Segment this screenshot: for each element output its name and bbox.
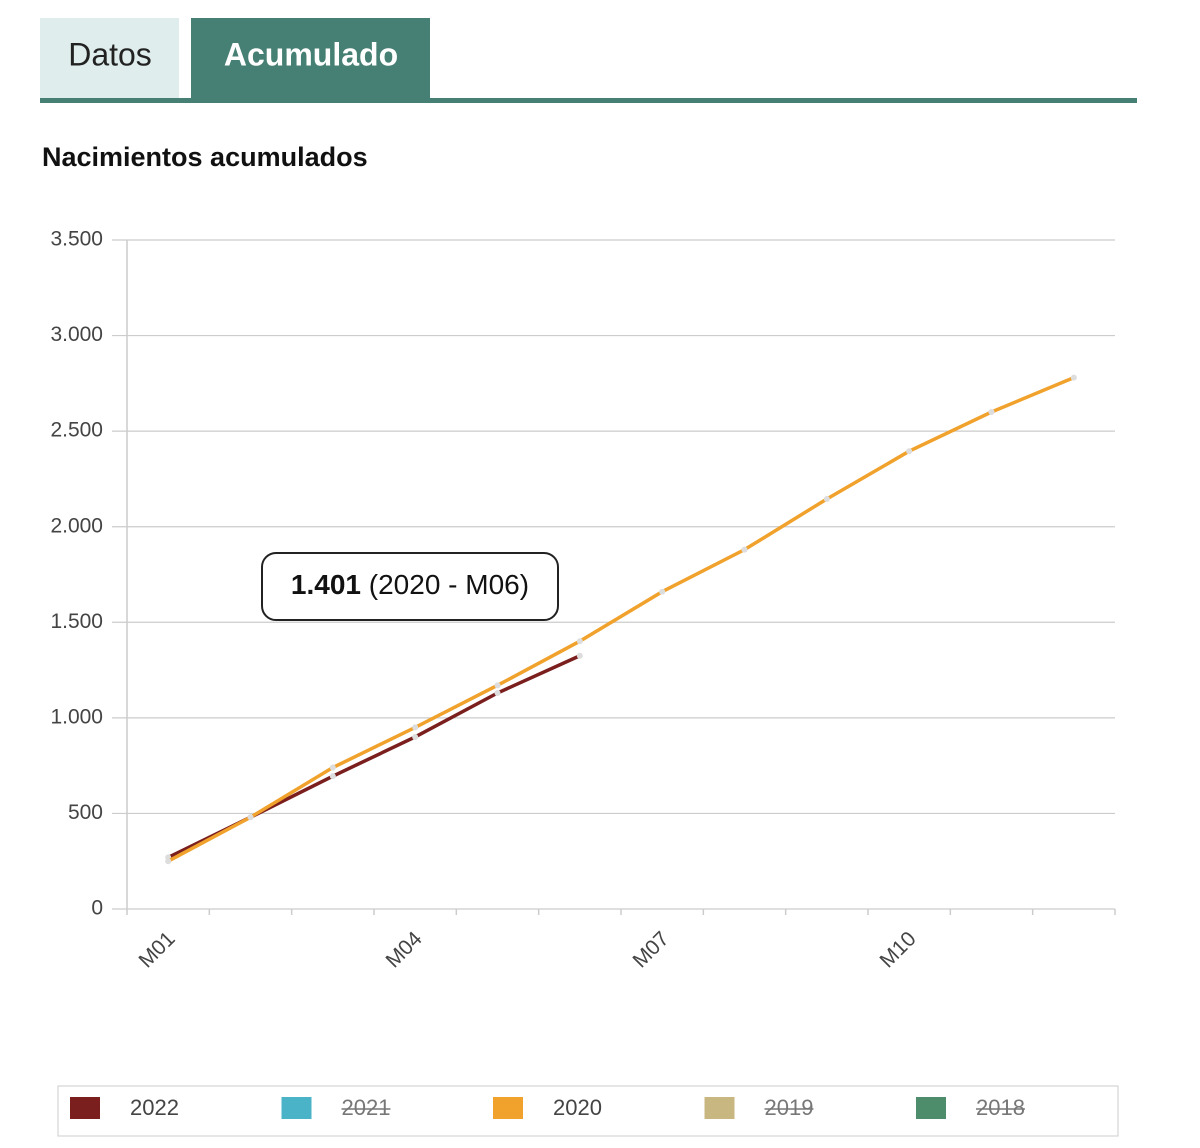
y-tick-label: 500 — [68, 801, 103, 824]
point — [906, 448, 913, 455]
y-tick-label: 3.000 — [50, 323, 103, 346]
point — [823, 495, 830, 502]
point — [412, 733, 419, 740]
point — [412, 724, 419, 731]
x-tick-label: M04 — [381, 927, 426, 972]
y-tick-label: 0 — [91, 897, 103, 920]
tooltip: 1.401 (2020 - M06) — [291, 569, 529, 600]
tab-underline — [40, 98, 1137, 103]
x-tick-label: M07 — [628, 927, 673, 972]
point — [329, 764, 336, 771]
point — [329, 773, 336, 780]
tooltip-value: 1.401 — [291, 569, 361, 600]
chart-title: Nacimientos acumulados — [42, 142, 368, 172]
y-tick-label: 1.500 — [50, 610, 103, 633]
legend-swatch[interactable] — [281, 1097, 312, 1119]
point — [576, 652, 583, 659]
y-tick-label: 2.000 — [50, 514, 103, 537]
legend-label[interactable]: 2021 — [342, 1095, 391, 1120]
point — [494, 682, 501, 689]
legend-label[interactable]: 2019 — [765, 1095, 814, 1120]
tab-label[interactable]: Datos — [68, 36, 152, 72]
legend-swatch[interactable] — [493, 1097, 523, 1119]
point — [576, 638, 583, 645]
legend-label[interactable]: 2018 — [976, 1095, 1025, 1120]
tooltip-detail: (2020 - M06) — [369, 569, 529, 600]
x-tick-label: M01 — [134, 927, 179, 972]
legend-swatch[interactable] — [704, 1097, 735, 1119]
tab-acumulado[interactable] — [191, 18, 430, 100]
point — [659, 588, 666, 595]
tab-datos[interactable] — [40, 18, 179, 100]
x-tick-label: M10 — [875, 927, 920, 972]
point — [741, 546, 748, 553]
y-tick-label: 2.500 — [50, 419, 103, 442]
point — [165, 858, 172, 865]
y-tick-label: 3.500 — [50, 228, 103, 251]
series-line — [167, 376, 1075, 863]
tab-label[interactable]: Acumulado — [224, 36, 398, 72]
point — [494, 690, 501, 697]
legend-label[interactable]: 2022 — [130, 1095, 179, 1120]
legend-label[interactable]: 2020 — [553, 1095, 602, 1120]
point — [1070, 374, 1077, 381]
legend-swatch[interactable] — [70, 1097, 100, 1119]
tooltip-box — [261, 552, 559, 621]
point — [247, 814, 254, 821]
legend-swatch[interactable] — [916, 1097, 946, 1119]
y-tick-label: 1.000 — [50, 705, 103, 728]
point — [988, 409, 995, 416]
